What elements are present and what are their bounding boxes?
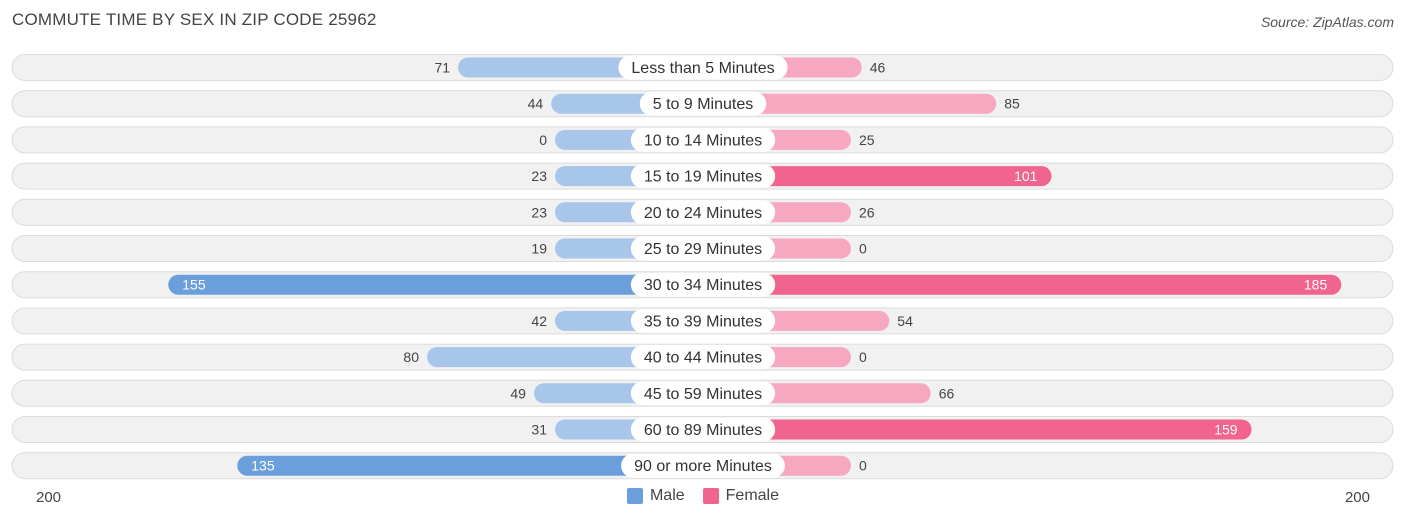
bar-female (703, 93, 997, 114)
value-label-female: 159 (1214, 422, 1238, 438)
category-pill (618, 55, 788, 80)
category-pill (630, 381, 776, 406)
chart-row: 15 to 19 Minutes 23 101 (11, 162, 1394, 190)
category-label: 45 to 59 Minutes (644, 386, 762, 403)
category-pill (630, 236, 776, 261)
category-label: 30 to 34 Minutes (644, 277, 762, 294)
chart-row: Less than 5 Minutes 71 46 (11, 54, 1394, 81)
category-pill (630, 308, 776, 333)
category-label: 35 to 39 Minutes (644, 313, 762, 330)
legend-swatch-male (626, 488, 643, 504)
value-label-male: 42 (531, 313, 547, 329)
value-label-male: 135 (251, 458, 275, 474)
chart-row: 35 to 39 Minutes 42 54 (11, 307, 1394, 335)
value-label-female: 101 (1014, 168, 1038, 184)
category-label: 15 to 19 Minutes (644, 169, 762, 186)
value-label-female: 66 (939, 385, 955, 401)
value-label-female: 25 (859, 132, 875, 148)
category-label: 10 to 14 Minutes (644, 132, 762, 149)
value-label-male: 23 (531, 204, 547, 220)
category-label: 20 to 24 Minutes (644, 205, 762, 222)
category-pill (621, 453, 785, 478)
source-note: Source: ZipAtlas.com (1260, 14, 1394, 30)
value-label-female: 46 (870, 60, 886, 76)
chart-title: COMMUTE TIME BY SEX IN ZIP CODE 25962 (12, 10, 377, 29)
category-pill (630, 164, 776, 189)
chart-row: 25 to 29 Minutes 19 0 (11, 235, 1394, 262)
value-label-female: 26 (859, 204, 875, 220)
legend-item-female[interactable]: Female (702, 487, 780, 505)
bar-female (703, 274, 1342, 295)
value-label-male: 23 (531, 168, 547, 184)
chart-row: 5 to 9 Minutes 44 85 (11, 90, 1394, 118)
axis-right-label: 200 (1344, 489, 1370, 506)
category-label: 90 or more Minutes (634, 458, 772, 475)
chart-row: 90 or more Minutes 135 0 (11, 452, 1394, 480)
bar-male (168, 274, 703, 295)
chart-row: 60 to 89 Minutes 31 159 (11, 416, 1394, 443)
value-label-male: 71 (434, 60, 450, 76)
legend-swatch-female (702, 488, 719, 504)
value-label-female: 185 (1304, 277, 1328, 293)
legend-label-female: Female (725, 487, 780, 504)
category-pill (630, 272, 776, 297)
value-label-female: 85 (1004, 96, 1020, 112)
category-label: Less than 5 Minutes (631, 60, 774, 77)
value-label-male: 80 (403, 349, 419, 365)
chart-row: 30 to 34 Minutes 155 185 (11, 271, 1394, 299)
legend-label-male: Male (649, 487, 685, 504)
bar-female (703, 419, 1252, 440)
category-label: 25 to 29 Minutes (644, 241, 762, 258)
value-label-male: 19 (531, 241, 547, 257)
value-label-female: 54 (897, 313, 913, 329)
category-label: 60 to 89 Minutes (644, 422, 762, 439)
value-label-male: 44 (528, 96, 544, 112)
chart-row: 45 to 59 Minutes 49 66 (11, 379, 1394, 407)
category-label: 5 to 9 Minutes (653, 96, 754, 113)
chart-row: 10 to 14 Minutes 0 25 (11, 126, 1394, 154)
category-pill (630, 127, 776, 152)
value-label-male: 49 (510, 385, 526, 401)
value-label-male: 0 (539, 132, 547, 148)
value-label-female: 0 (859, 349, 867, 365)
category-pill (630, 200, 776, 225)
chart-row: 40 to 44 Minutes 80 0 (11, 343, 1394, 371)
axis-left-label: 200 (36, 489, 62, 506)
category-pill (630, 417, 776, 442)
chart-row: 20 to 24 Minutes 23 26 (11, 198, 1394, 226)
category-pill (630, 345, 776, 370)
legend: Male Female (0, 487, 1406, 505)
value-label-male: 155 (182, 277, 206, 293)
category-label: 40 to 44 Minutes (644, 350, 762, 367)
value-label-female: 0 (859, 241, 867, 257)
bar-male (237, 455, 703, 476)
value-label-male: 31 (531, 422, 547, 438)
legend-item-male[interactable]: Male (626, 487, 685, 505)
bar-female (703, 166, 1052, 187)
value-label-female: 0 (859, 458, 867, 474)
category-pill (639, 91, 767, 116)
